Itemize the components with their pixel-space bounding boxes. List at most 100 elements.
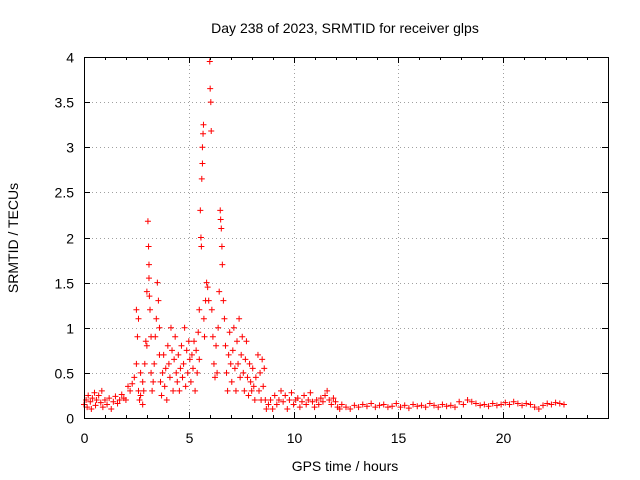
data-point <box>305 396 312 403</box>
data-point <box>262 396 269 403</box>
data-point <box>223 369 230 376</box>
data-point <box>218 243 225 250</box>
data-point <box>183 347 190 354</box>
data-point <box>186 356 193 363</box>
data-point <box>209 333 216 340</box>
data-point <box>155 297 162 304</box>
data-point <box>552 399 559 406</box>
data-point <box>200 130 207 137</box>
data-point <box>242 356 249 363</box>
data-point <box>273 401 280 408</box>
data-point <box>527 401 534 408</box>
data-point <box>236 315 243 322</box>
data-point <box>240 369 247 376</box>
data-point <box>251 396 258 403</box>
data-point <box>313 396 320 403</box>
data-point <box>210 360 217 367</box>
data-point <box>443 403 450 410</box>
data-point <box>414 403 421 410</box>
data-point <box>178 342 185 349</box>
x-tick-label: 15 <box>391 430 407 446</box>
data-point <box>384 404 391 411</box>
data-point <box>214 369 221 376</box>
data-point <box>389 403 396 410</box>
x-tick-label: 20 <box>496 430 512 446</box>
data-point <box>116 396 123 403</box>
data-point <box>485 403 492 410</box>
data-point <box>307 389 314 396</box>
data-point <box>161 383 168 390</box>
axis-ticks <box>84 57 609 419</box>
y-tick-label: 1.5 <box>55 276 75 292</box>
data-point <box>397 404 404 411</box>
data-point <box>200 121 207 128</box>
data-point <box>219 261 226 268</box>
data-point <box>237 374 244 381</box>
data-point <box>177 365 184 372</box>
data-point <box>143 342 150 349</box>
data-point <box>368 400 375 407</box>
data-point <box>311 404 318 411</box>
data-point <box>91 389 98 396</box>
data-point <box>556 400 563 407</box>
data-point <box>104 401 111 408</box>
data-point <box>544 400 551 407</box>
data-point <box>247 378 254 385</box>
data-point <box>477 402 484 409</box>
data-point <box>136 396 143 403</box>
data-point <box>560 401 567 408</box>
data-point <box>231 365 238 372</box>
data-point <box>376 402 383 409</box>
data-point <box>198 243 205 250</box>
data-point <box>162 365 169 372</box>
data-point <box>228 378 235 385</box>
data-point <box>216 288 223 295</box>
data-point <box>523 400 530 407</box>
data-point <box>101 396 108 403</box>
data-point <box>226 329 233 336</box>
data-point <box>498 401 505 408</box>
data-point <box>519 402 526 409</box>
data-point <box>298 398 305 405</box>
data-point <box>118 391 125 398</box>
data-point <box>254 351 261 358</box>
data-point <box>174 378 181 385</box>
data-point <box>163 396 170 403</box>
data-point <box>380 401 387 408</box>
data-point <box>326 396 333 403</box>
data-point <box>164 342 171 349</box>
data-point <box>259 356 266 363</box>
data-point <box>267 396 274 403</box>
data-point <box>332 398 339 405</box>
data-point <box>343 404 349 411</box>
data-point <box>269 405 276 412</box>
data-point <box>200 315 207 322</box>
data-point <box>261 365 268 372</box>
data-point <box>502 399 509 406</box>
data-point <box>146 293 153 300</box>
data-point <box>230 324 237 331</box>
data-point <box>372 404 379 411</box>
tick-labels: 0 5 10 15 20 0 0.5 1 1.5 2 2.5 3 3.5 4 <box>55 50 512 447</box>
data-point <box>127 387 134 394</box>
data-point <box>165 360 172 367</box>
data-point <box>220 297 227 304</box>
data-point <box>212 374 218 381</box>
data-point <box>288 389 295 396</box>
data-point <box>167 324 174 331</box>
data-point <box>405 405 412 412</box>
data-point <box>410 401 417 408</box>
data-point <box>208 306 215 313</box>
data-point <box>347 405 354 412</box>
data-point <box>217 207 224 214</box>
data-point <box>207 99 214 106</box>
data-point <box>426 400 433 407</box>
data-point <box>217 216 224 223</box>
data-point <box>201 333 208 340</box>
data-point <box>196 306 203 313</box>
data-point <box>160 351 167 358</box>
data-point <box>248 387 255 394</box>
data-point <box>147 306 154 313</box>
data-point <box>197 234 204 241</box>
data-point <box>328 401 335 408</box>
